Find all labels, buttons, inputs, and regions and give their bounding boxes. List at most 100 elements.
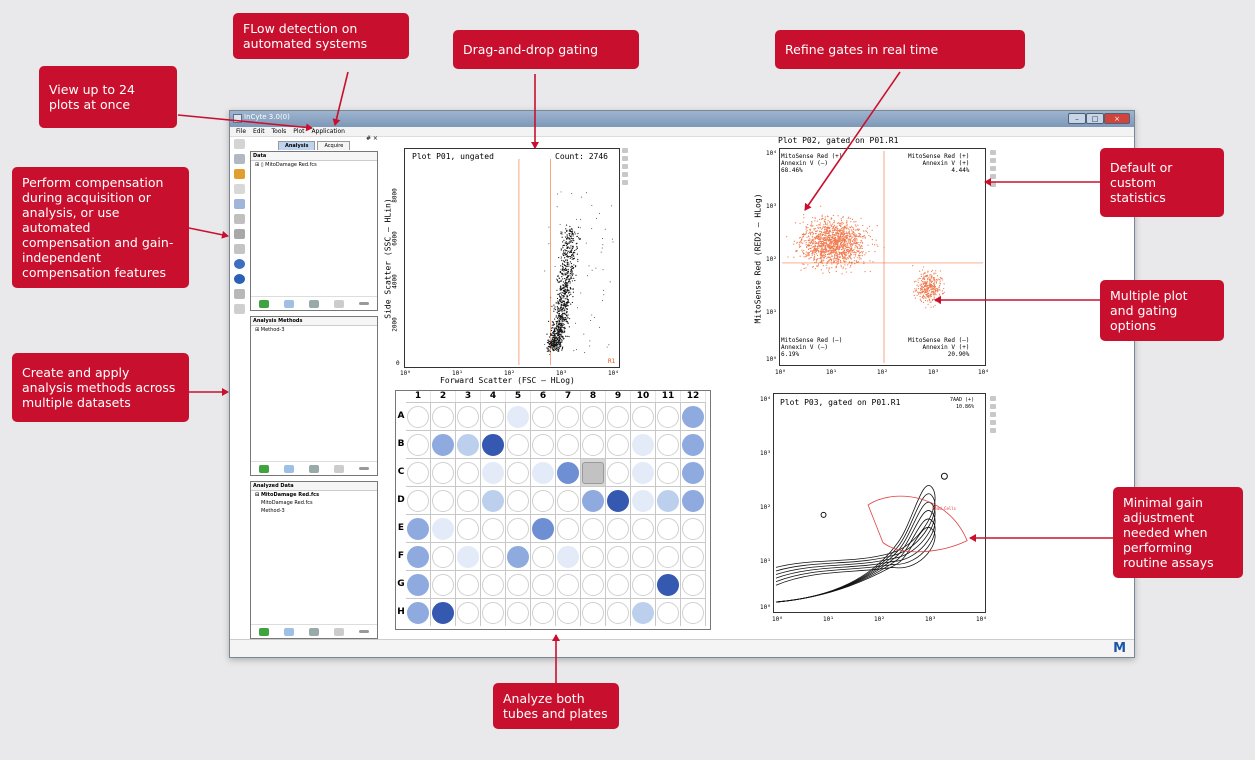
zoom-icon[interactable] (990, 396, 996, 401)
plate-well[interactable] (532, 433, 554, 456)
plate-well[interactable] (682, 601, 704, 624)
menu-edit[interactable]: Edit (252, 128, 265, 135)
data-file-item[interactable]: ⊞ ▯ MitoDamage Red.fcs (255, 162, 317, 168)
help-icon[interactable] (234, 274, 245, 284)
folder-icon[interactable] (283, 299, 294, 308)
plate-well[interactable] (482, 489, 504, 512)
plate-well[interactable] (457, 433, 479, 456)
plate-well[interactable] (682, 405, 704, 428)
plate-well[interactable] (607, 517, 629, 540)
plate-col-header[interactable]: 8 (581, 391, 606, 402)
copy-icon[interactable] (990, 158, 996, 163)
plate-well[interactable] (532, 517, 554, 540)
plate-col-header[interactable]: 11 (656, 391, 681, 402)
plate-well[interactable] (407, 601, 429, 624)
plate-row-header[interactable]: C (397, 467, 405, 477)
plate-well[interactable] (607, 545, 629, 568)
analyzed-file-item[interactable]: ⊟ MitoDamage Red.fcs (255, 492, 320, 498)
plate-well[interactable] (432, 433, 454, 456)
plate-well[interactable] (582, 405, 604, 428)
plate-row-header[interactable]: B (397, 439, 405, 449)
menu-tools[interactable]: Tools (271, 128, 287, 135)
print-icon[interactable] (990, 420, 996, 425)
remove-icon[interactable] (359, 467, 370, 470)
plate-well[interactable] (532, 573, 554, 596)
plate-well[interactable] (657, 573, 679, 596)
plate-well[interactable] (432, 461, 454, 484)
plate-col-header[interactable]: 9 (606, 391, 631, 402)
plate-well[interactable] (432, 545, 454, 568)
plate-well[interactable] (682, 517, 704, 540)
copy-icon[interactable] (990, 404, 996, 409)
table-icon[interactable] (234, 199, 245, 209)
method-item[interactable]: ⊞ Method-3 (255, 327, 285, 333)
gate-icon[interactable] (990, 182, 996, 187)
plate-well[interactable] (407, 405, 429, 428)
plate-well[interactable] (582, 433, 604, 456)
plate-well[interactable] (407, 461, 429, 484)
plate-well[interactable] (457, 601, 479, 624)
copy-icon[interactable] (622, 156, 628, 161)
plate-well[interactable] (682, 461, 704, 484)
plate-row-header[interactable]: D (397, 495, 405, 505)
analyzed-sub-method[interactable]: Method-3 (261, 508, 285, 514)
plate-well[interactable] (432, 573, 454, 596)
plate-icon[interactable] (234, 229, 245, 239)
folder-icon[interactable] (283, 464, 294, 473)
plate-well[interactable] (607, 601, 629, 624)
plate-well[interactable] (532, 405, 554, 428)
plate-well[interactable] (457, 405, 479, 428)
plate-well[interactable] (532, 601, 554, 624)
plate-col-header[interactable]: 3 (456, 391, 481, 402)
print-icon[interactable] (990, 174, 996, 179)
plate-well[interactable] (507, 601, 529, 624)
print-icon[interactable] (622, 172, 628, 177)
plate-well[interactable] (507, 461, 529, 484)
plate-well[interactable] (682, 489, 704, 512)
plate-well[interactable] (557, 433, 579, 456)
plate-well[interactable] (407, 545, 429, 568)
plate-well[interactable] (657, 461, 679, 484)
plate-well[interactable] (682, 545, 704, 568)
plate-well[interactable] (482, 433, 504, 456)
maximize-button[interactable]: □ (1086, 113, 1104, 124)
plate-well[interactable] (457, 545, 479, 568)
folder-icon[interactable] (283, 627, 294, 636)
plate-col-header[interactable]: 5 (506, 391, 531, 402)
plate-well[interactable] (557, 461, 579, 484)
plate-well[interactable] (632, 573, 654, 596)
tab-analysis[interactable]: Analysis (278, 141, 316, 150)
plate-well[interactable] (532, 461, 554, 484)
plot-p01-area[interactable] (404, 148, 620, 368)
plate-well[interactable] (657, 601, 679, 624)
plate-well[interactable] (632, 517, 654, 540)
plate-well[interactable] (657, 433, 679, 456)
export-icon[interactable] (308, 299, 319, 308)
close-window-button[interactable]: × (1104, 113, 1130, 124)
plate-well[interactable] (607, 433, 629, 456)
plate-well[interactable] (507, 517, 529, 540)
plate-well[interactable] (407, 489, 429, 512)
plate-well[interactable] (432, 517, 454, 540)
plate-row-header[interactable]: A (397, 411, 405, 421)
plate-well[interactable] (482, 517, 504, 540)
settings-icon[interactable] (234, 304, 245, 314)
zoom-icon[interactable] (622, 148, 628, 153)
plate-well[interactable] (607, 461, 629, 484)
plate-well[interactable] (607, 405, 629, 428)
plate-well[interactable] (457, 573, 479, 596)
plate-well[interactable] (582, 461, 604, 484)
add-icon[interactable] (258, 627, 269, 636)
plate-well[interactable] (407, 433, 429, 456)
plate-well[interactable] (457, 461, 479, 484)
properties-icon[interactable] (334, 627, 345, 636)
menu-file[interactable]: File (236, 128, 247, 135)
plate-well[interactable] (607, 573, 629, 596)
plate-well[interactable] (482, 461, 504, 484)
plate-col-header[interactable]: 1 (406, 391, 431, 402)
menu-application[interactable]: Application (311, 128, 345, 135)
zoom-icon[interactable] (990, 150, 996, 155)
plate-well[interactable] (632, 601, 654, 624)
plate-col-header[interactable]: 10 (631, 391, 656, 402)
plot-p03-area[interactable] (773, 393, 986, 613)
